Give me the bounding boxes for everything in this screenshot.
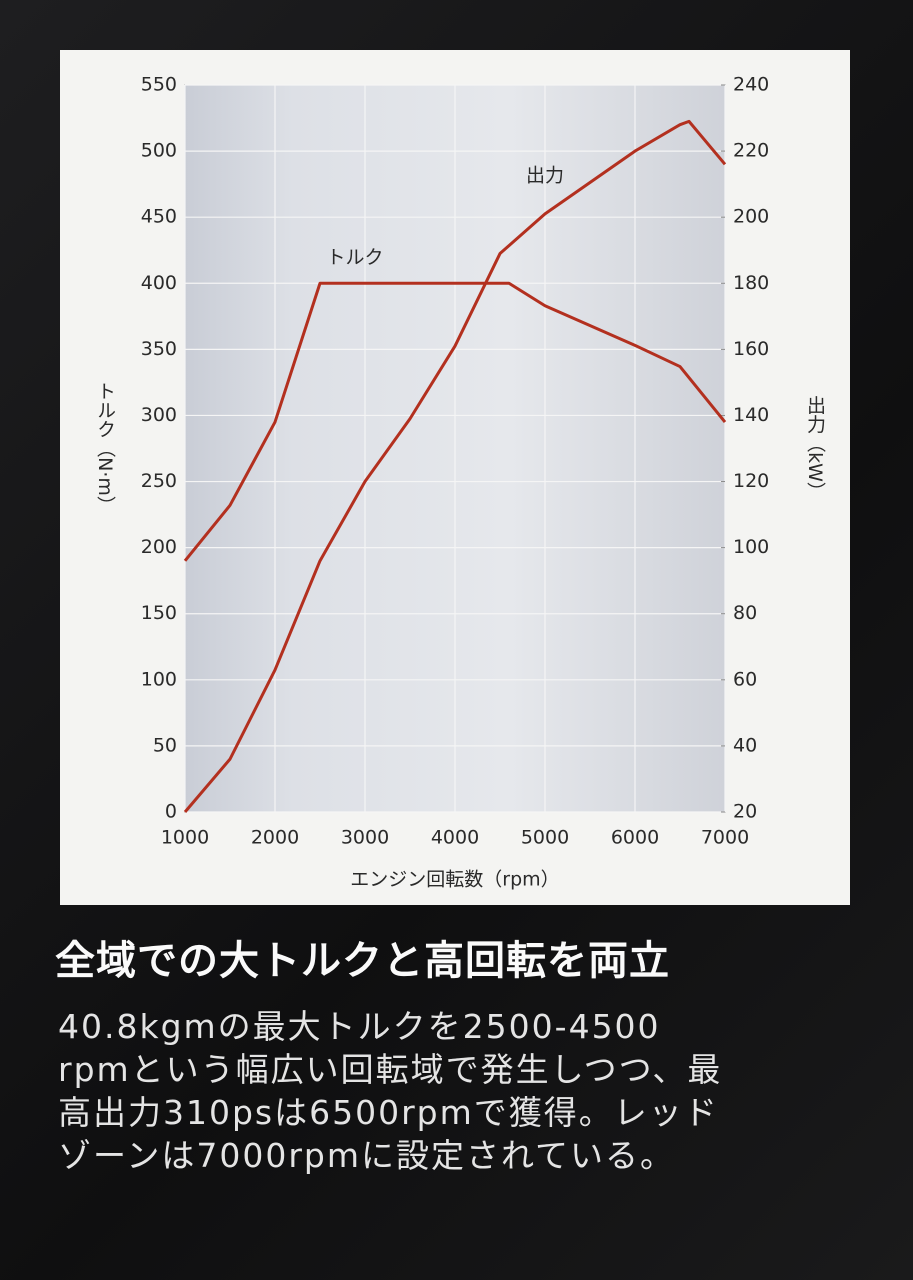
y-tick-label: 500 [141,140,177,162]
y-tick-label: 300 [141,404,177,426]
power-annotation: 出力 [526,165,564,187]
body-line: ゾーンは7000rpmに設定されている。 [58,1136,676,1175]
y-tick-label: 550 [141,74,177,96]
heading: 全域での大トルクと高回転を両立 [55,938,670,984]
body-line: 高出力310psは6500rpmで獲得。レッド [58,1093,719,1132]
x-tick-label: 1000 [161,827,209,849]
x-tick-label: 2000 [251,827,299,849]
series-line [183,281,727,562]
y2-axis-title: 出力（kW） [804,395,826,501]
y2-tick-label: 100 [733,536,769,558]
y-tick-label: 450 [141,206,177,228]
y2-tick-label: 40 [733,734,757,756]
x-tick-label: 4000 [431,827,479,849]
y-tick-label: 50 [153,734,177,756]
y2-tick-label: 180 [733,272,769,294]
y2-tick-label: 60 [733,668,757,690]
torque-annotation: トルク [326,247,383,269]
y-tick-label: 250 [141,470,177,492]
body-line: 40.8kgmの最大トルクを2500-4500 [58,1007,661,1046]
series-line [183,119,727,813]
y-tick-label: 0 [165,801,177,823]
y2-tick-label: 200 [733,206,769,228]
x-tick-label: 6000 [611,827,659,849]
x-tick-label: 3000 [341,827,389,849]
y2-tick-label: 160 [733,338,769,360]
y-axis-title: トルク（N·m） [94,381,116,515]
y-tick-label: 200 [141,536,177,558]
chart: エンジン回転数（rpm） トルク（N·m） 出力（kW） トルク 出力 0 50 1… [94,74,826,891]
x-tick-label: 7000 [701,827,749,849]
x-axis-title: エンジン回転数（rpm） [350,869,559,891]
y2-tick-label: 120 [733,470,769,492]
y-tick-label: 100 [141,668,177,690]
y-tick-label: 150 [141,602,177,624]
y2-tick-label: 20 [733,801,757,823]
x-tick-label: 5000 [521,827,569,849]
body-line: rpmという幅広い回転域で発生しつつ、最 [58,1050,723,1089]
y2-tick-label: 140 [733,404,769,426]
y2-tick-label: 240 [733,74,769,96]
y-tick-label: 350 [141,338,177,360]
y2-tick-label: 220 [733,140,769,162]
y-tick-label: 400 [141,272,177,294]
y2-tick-label: 80 [733,602,757,624]
